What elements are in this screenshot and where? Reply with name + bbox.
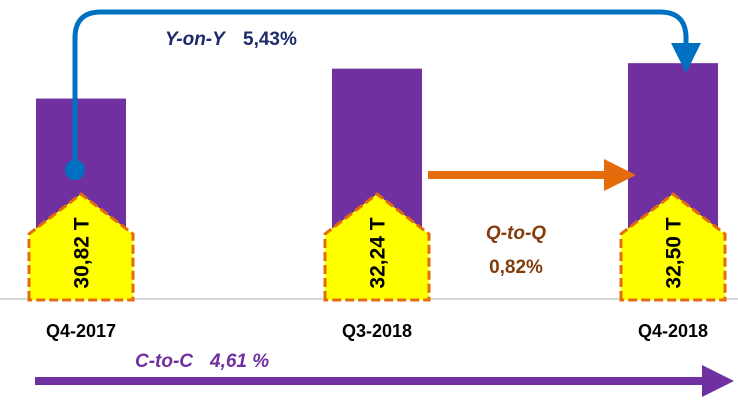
yoy-arrow	[72, 9, 701, 170]
label-badge	[27, 192, 135, 302]
label-badge	[619, 192, 727, 302]
yoy-text: 5,43%	[243, 29, 297, 50]
ctc-name: C-to-C	[135, 351, 193, 372]
value-label: 32,24 T	[367, 217, 390, 288]
bars: 30,82 T Q4-2017 32,24 T Q3-2018 32,50 T Q4-20…	[27, 63, 727, 341]
yoy-name: Y-on-Y	[165, 29, 227, 50]
x-tick-label: Q4-2017	[46, 321, 116, 341]
qtq-text: 0,82%	[489, 257, 543, 278]
qtq-name: Q-to-Q	[486, 223, 546, 244]
yoy-dot	[65, 160, 85, 180]
x-tick-label: Q4-2018	[638, 321, 708, 341]
x-tick-label: Q3-2018	[342, 321, 412, 341]
ctc-text: 4,61 %	[209, 351, 269, 372]
label-badge	[323, 192, 431, 302]
value-label: 32,50 T	[663, 217, 686, 288]
value-label: 30,82 T	[71, 217, 94, 288]
